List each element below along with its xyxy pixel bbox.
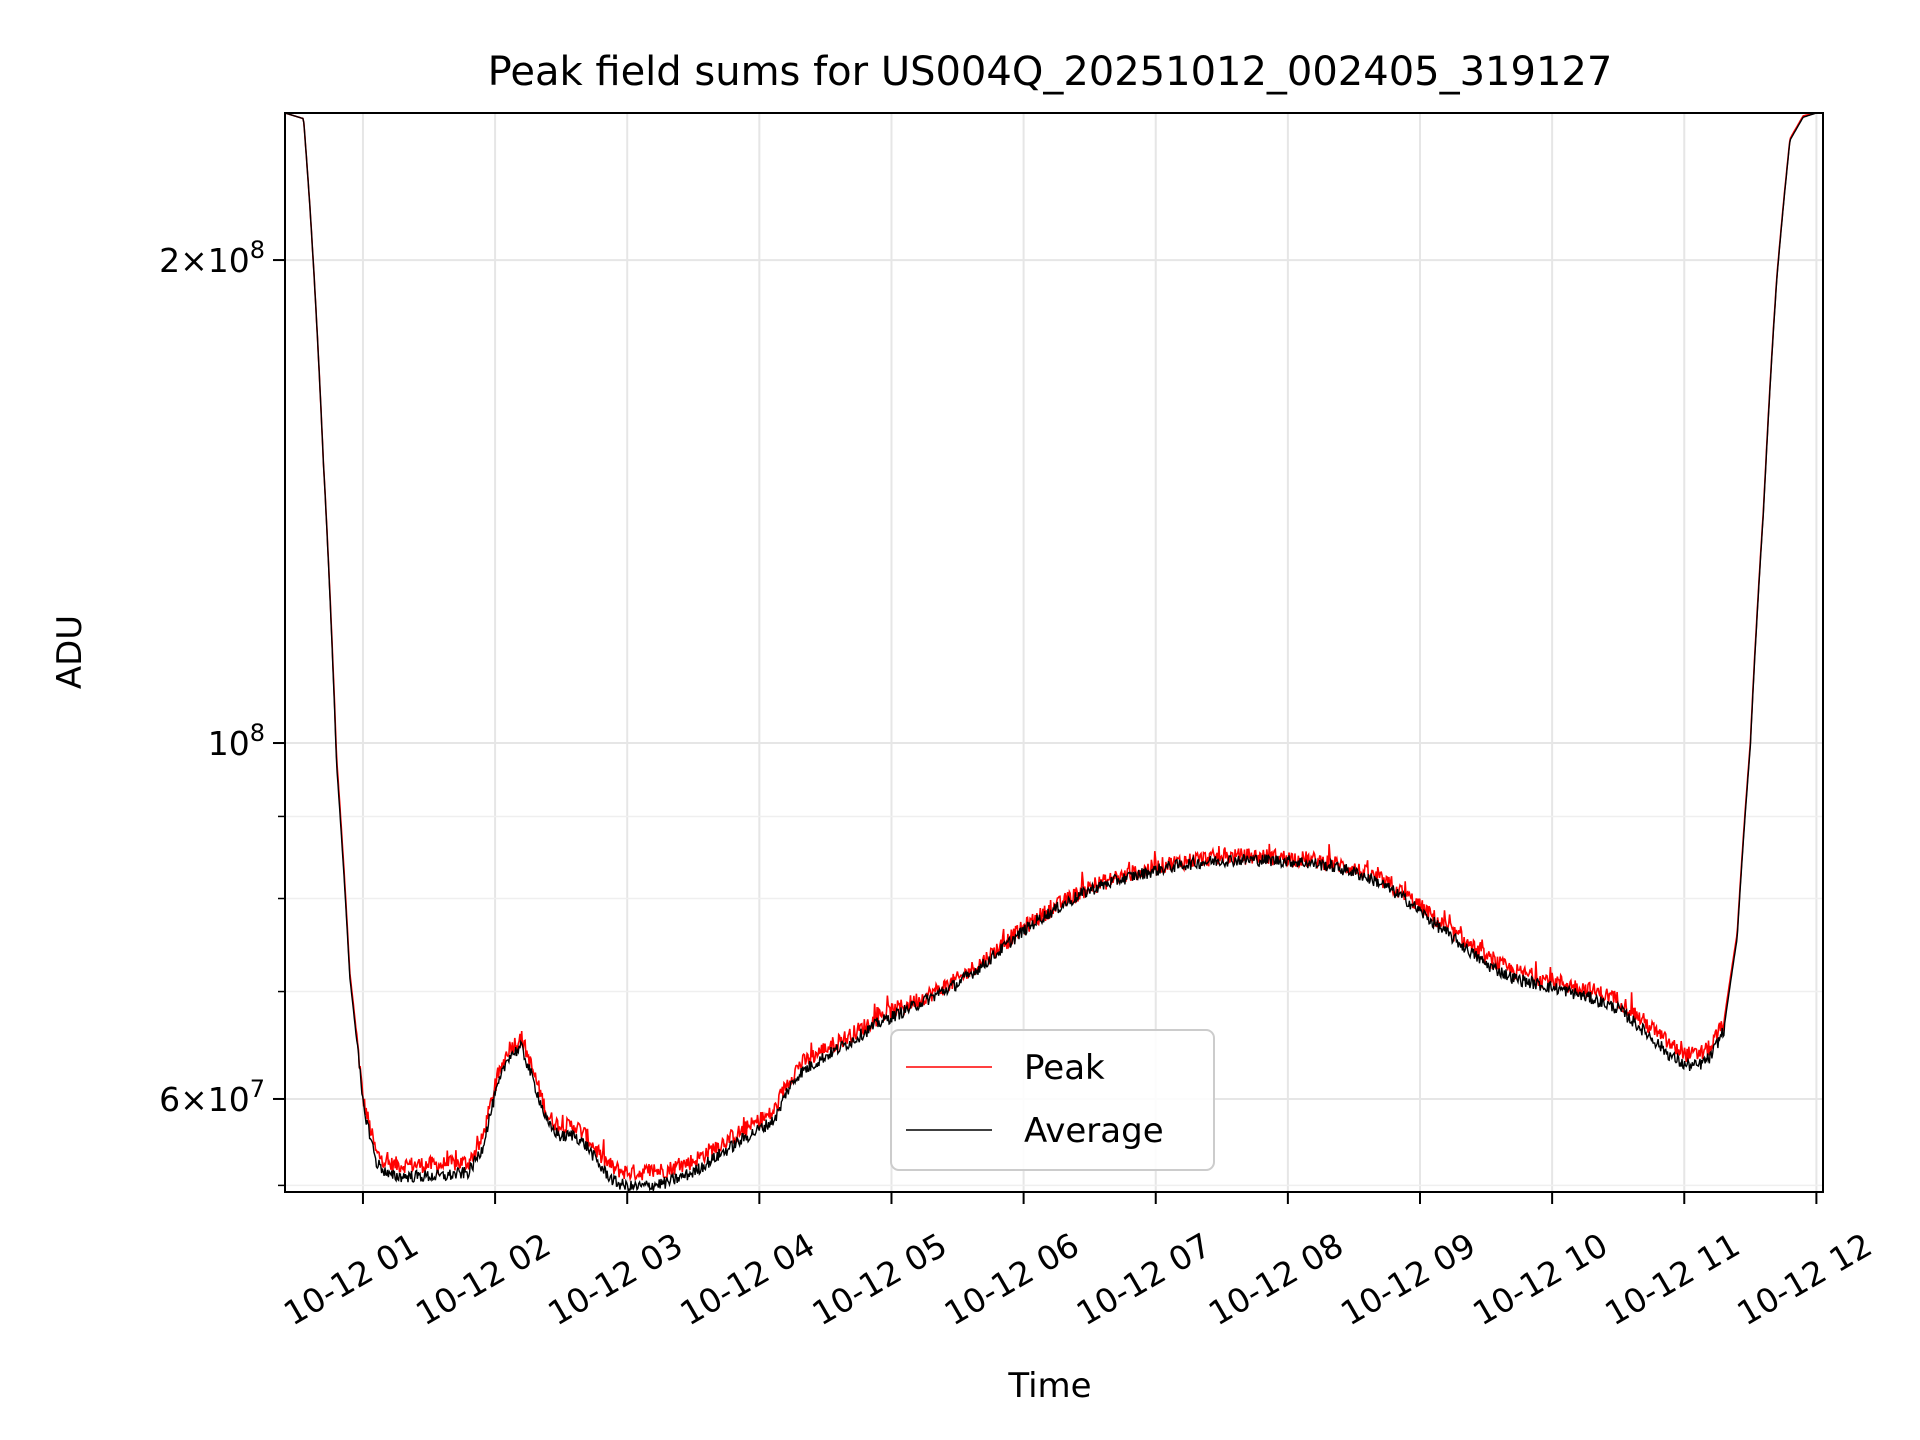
chart-title: Peak field sums for US004Q_20251012_0024… (488, 49, 1613, 95)
x-axis-label: Time (1007, 1366, 1091, 1406)
legend: Peak Average (890, 1029, 1215, 1171)
y-tick-label: 108 (208, 719, 265, 763)
y-axis-label: ADU (50, 615, 90, 689)
legend-label-peak: Peak (1024, 1048, 1105, 1088)
plot-frame (284, 112, 1824, 1193)
legend-box (890, 1029, 1215, 1171)
legend-label-average: Average (1024, 1111, 1164, 1151)
grid (285, 113, 1823, 1192)
y-tick-label: 2×108 (159, 236, 265, 280)
y-tick-label: 6×107 (159, 1075, 265, 1119)
series-line-peak (285, 113, 1823, 1182)
series-line-average (285, 113, 1823, 1192)
series-lines (285, 113, 1823, 1192)
